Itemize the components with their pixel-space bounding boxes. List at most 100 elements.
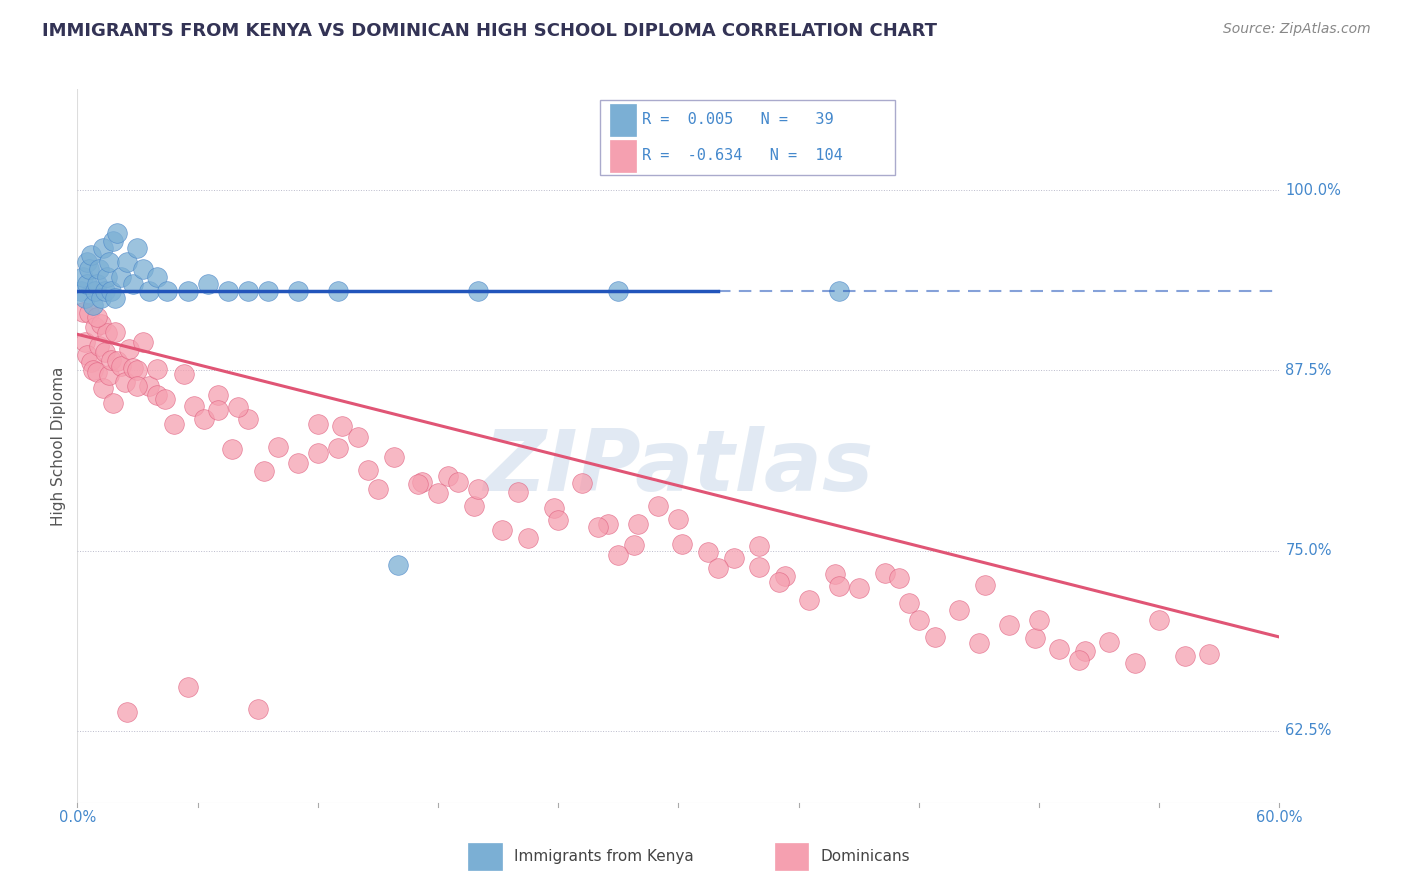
Point <box>122 360 145 375</box>
Point <box>887 571 910 585</box>
Point <box>118 342 141 356</box>
Point <box>307 445 329 459</box>
Point <box>94 284 117 298</box>
Point <box>382 450 405 464</box>
Point <box>86 365 108 379</box>
Text: Immigrants from Kenya: Immigrants from Kenya <box>513 849 693 863</box>
Point <box>748 560 770 574</box>
Point <box>80 248 103 262</box>
Point <box>387 558 409 572</box>
Bar <box>468 843 502 870</box>
Point <box>1174 649 1197 664</box>
Point <box>207 388 229 402</box>
Point <box>824 566 846 581</box>
Point <box>138 284 160 298</box>
Point <box>437 468 460 483</box>
Point <box>326 441 349 455</box>
Point <box>93 381 115 395</box>
Point <box>307 417 329 432</box>
Point <box>75 335 97 350</box>
Point <box>82 298 104 312</box>
Point <box>1149 613 1171 627</box>
Point <box>623 538 645 552</box>
Point <box>491 523 513 537</box>
Point <box>1198 647 1220 661</box>
Text: 87.5%: 87.5% <box>1285 363 1331 378</box>
Point <box>256 284 278 298</box>
Point <box>98 368 121 382</box>
Point <box>156 284 179 298</box>
Text: ZIPatlas: ZIPatlas <box>484 425 873 509</box>
Point <box>508 485 530 500</box>
Point <box>723 550 745 565</box>
Point <box>127 379 149 393</box>
Point <box>697 544 720 558</box>
Text: Source: ZipAtlas.com: Source: ZipAtlas.com <box>1223 22 1371 37</box>
Point <box>998 618 1021 632</box>
Point <box>326 284 349 298</box>
Point <box>104 325 127 339</box>
Point <box>155 392 177 406</box>
Point <box>1047 642 1070 657</box>
Point <box>367 482 389 496</box>
Point <box>236 411 259 425</box>
Point <box>217 284 239 298</box>
Point <box>72 269 94 284</box>
Point <box>104 291 127 305</box>
Point <box>98 255 121 269</box>
Point <box>207 402 229 417</box>
Point <box>107 354 129 368</box>
Point <box>127 241 149 255</box>
Point <box>967 636 990 650</box>
Point <box>79 262 101 277</box>
Point <box>89 262 111 277</box>
Point <box>768 575 790 590</box>
Point <box>146 269 169 284</box>
Point <box>96 269 118 284</box>
Point <box>948 603 970 617</box>
Text: 62.5%: 62.5% <box>1285 723 1331 739</box>
Point <box>100 284 122 298</box>
Point <box>707 561 730 575</box>
Point <box>411 475 433 489</box>
Point <box>176 681 198 695</box>
Text: 0.0%: 0.0% <box>59 810 96 825</box>
Point <box>647 499 669 513</box>
Point <box>267 440 290 454</box>
Bar <box>610 139 637 171</box>
Text: IMMIGRANTS FROM KENYA VS DOMINICAN HIGH SCHOOL DIPLOMA CORRELATION CHART: IMMIGRANTS FROM KENYA VS DOMINICAN HIGH … <box>42 22 938 40</box>
Text: 75.0%: 75.0% <box>1285 543 1331 558</box>
Point <box>110 269 132 284</box>
Point <box>197 277 219 291</box>
Y-axis label: High School Diploma: High School Diploma <box>51 367 66 525</box>
Point <box>668 511 690 525</box>
Point <box>828 579 851 593</box>
Point <box>1098 635 1121 649</box>
Point <box>287 284 309 298</box>
Point <box>103 234 125 248</box>
Point <box>607 549 630 563</box>
Point <box>347 430 370 444</box>
Point <box>86 310 108 324</box>
Point <box>176 284 198 298</box>
Point <box>132 262 155 277</box>
Point <box>84 320 107 334</box>
Point <box>82 363 104 377</box>
Text: R =  0.005   N =   39: R = 0.005 N = 39 <box>643 112 834 128</box>
Point <box>828 284 851 298</box>
Point <box>1123 656 1146 670</box>
Bar <box>775 843 808 870</box>
Point <box>848 581 870 595</box>
Point <box>547 513 569 527</box>
Point <box>246 702 269 716</box>
Point <box>132 335 155 350</box>
Point <box>138 378 160 392</box>
Point <box>253 464 276 478</box>
Point <box>162 417 184 432</box>
Point <box>467 284 489 298</box>
Text: 100.0%: 100.0% <box>1285 183 1341 198</box>
Point <box>897 596 920 610</box>
Point <box>671 536 693 550</box>
Point <box>773 569 796 583</box>
Point <box>117 255 139 269</box>
